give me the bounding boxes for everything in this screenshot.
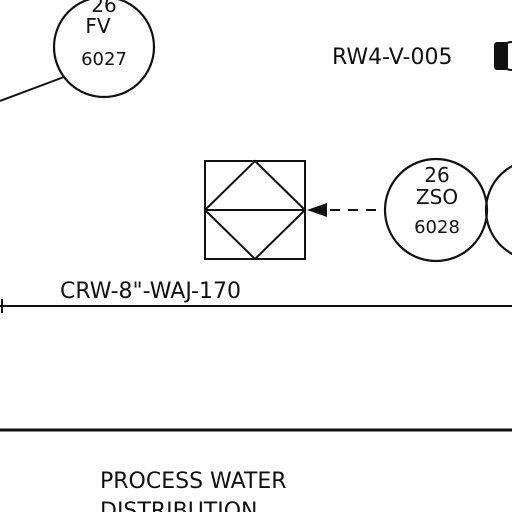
instrument-fv-loop: 26 bbox=[91, 0, 116, 17]
valve-tag: RW4-V-005 bbox=[332, 45, 452, 70]
valve-position-indicator-symbol[interactable] bbox=[203, 159, 307, 261]
instrument-fv-tag: FV bbox=[85, 14, 111, 38]
instrument-zso-6028[interactable]: 26 ZSO 6028 bbox=[383, 157, 489, 263]
adjacent-instrument-bubble bbox=[484, 164, 512, 256]
valve-actuator-symbol bbox=[494, 41, 512, 71]
pipe-label: CRW-8"-WAJ-170 bbox=[60, 279, 241, 304]
instrument-zso-loop: 26 bbox=[424, 163, 449, 187]
indicator-diamond bbox=[203, 159, 307, 261]
fv-signal-line bbox=[0, 76, 65, 102]
instrument-zso-number: 6028 bbox=[414, 217, 460, 238]
instrument-fv-number: 6027 bbox=[81, 49, 127, 70]
title-block-line1: PROCESS WATER bbox=[100, 469, 287, 494]
instrument-fv-bubble bbox=[52, 0, 156, 99]
instrument-fv-6027[interactable]: 26 FV 6027 bbox=[52, 0, 156, 99]
title-block-line2: DISTRIBUTION bbox=[100, 499, 258, 512]
instrument-zso-tag: ZSO bbox=[416, 185, 458, 209]
signal-arrow-icon bbox=[307, 203, 327, 217]
